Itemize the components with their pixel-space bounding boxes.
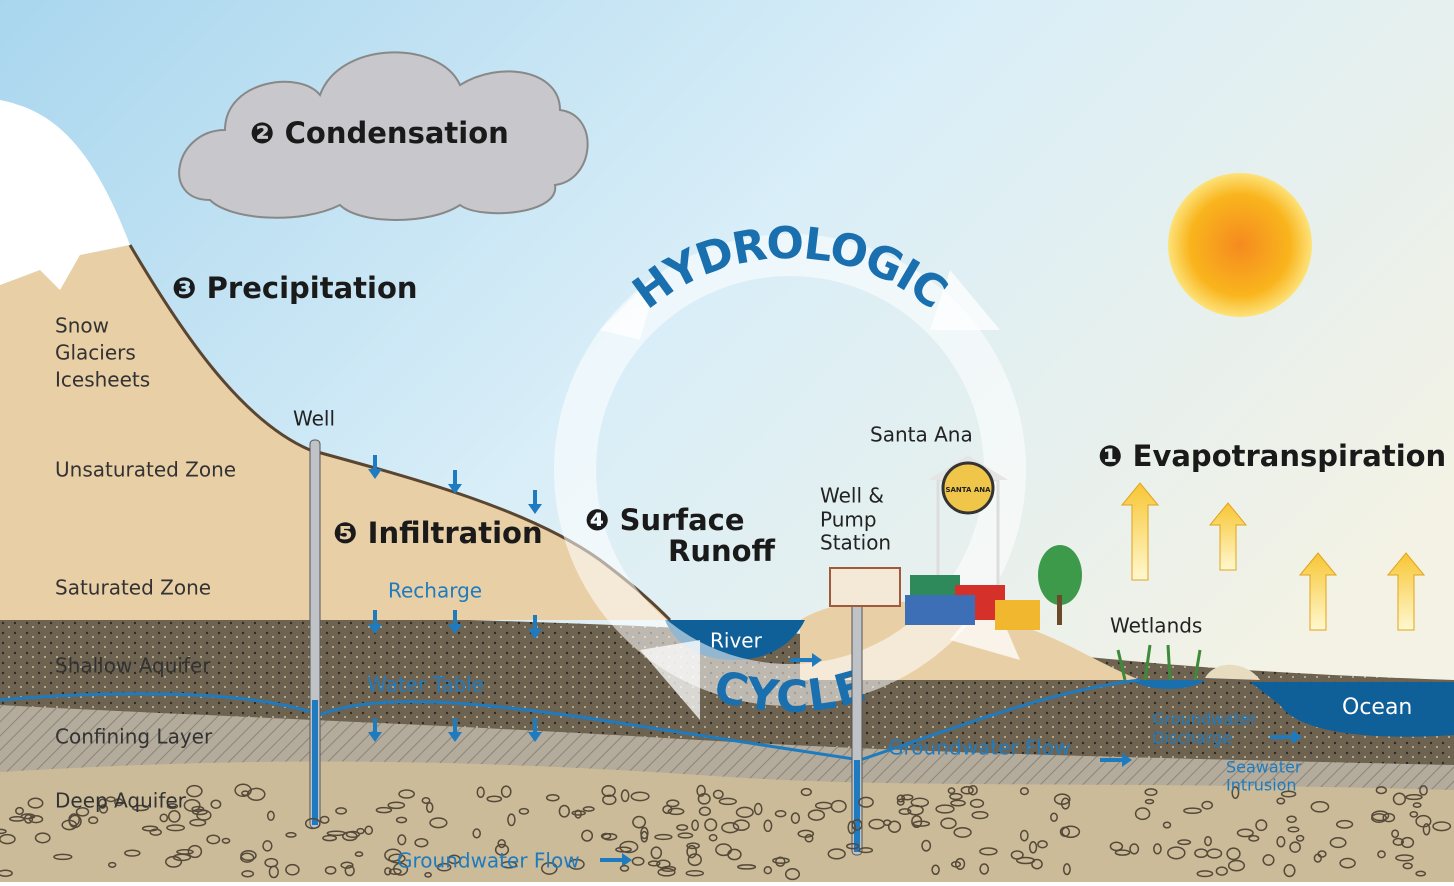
zone-label: Saturated Zone	[55, 576, 211, 600]
pump-label: Pump	[820, 508, 877, 532]
zone-label: Confining Layer	[55, 725, 213, 749]
discharge-label: Groundwater	[1152, 710, 1257, 729]
zone-label: Glaciers	[55, 341, 136, 365]
well-label: Well	[293, 407, 335, 431]
pump-label: Station	[820, 531, 891, 555]
zone-label: Snow	[55, 314, 109, 338]
discharge-label: Discharge	[1152, 729, 1232, 748]
well-water	[312, 700, 318, 825]
ocean-label: Ocean	[1342, 695, 1412, 720]
diagram: HYDROLOGIC CYCLE ❷ Condensation ❸ Precip…	[0, 0, 1454, 882]
zone-label: Shallow Aquifer	[55, 654, 211, 678]
sun	[1168, 173, 1312, 317]
city-label: Santa Ana	[870, 423, 973, 447]
step-label: ❹ Surface	[585, 503, 745, 537]
flow-label: Groundwater Flow	[888, 736, 1071, 760]
pump-label: Well &	[820, 484, 884, 508]
river-label: River	[710, 629, 763, 653]
step-label: ❸ Precipitation	[172, 271, 418, 305]
tower-sign: SANTA ANA	[945, 486, 991, 494]
step-label: ❷ Condensation	[250, 116, 509, 150]
step-label: ❺ Infiltration	[333, 516, 543, 550]
zone-label: Icesheets	[55, 368, 150, 392]
recharge-label: Recharge	[388, 579, 482, 603]
intrusion-label: Intrusion	[1226, 776, 1297, 795]
zone-label: Unsaturated Zone	[55, 458, 236, 482]
flow-label: Groundwater Flow	[397, 849, 580, 873]
pump-well-water	[854, 760, 860, 852]
wetlands-label: Wetlands	[1110, 614, 1202, 638]
zone-label: Deep Aquifer	[55, 789, 187, 813]
intrusion-label: Seawater	[1226, 758, 1302, 777]
step-label: Runoff	[668, 534, 776, 568]
step-label: ❶ Evapotranspiration	[1098, 439, 1446, 473]
water-table-label: Water Table	[367, 673, 484, 697]
